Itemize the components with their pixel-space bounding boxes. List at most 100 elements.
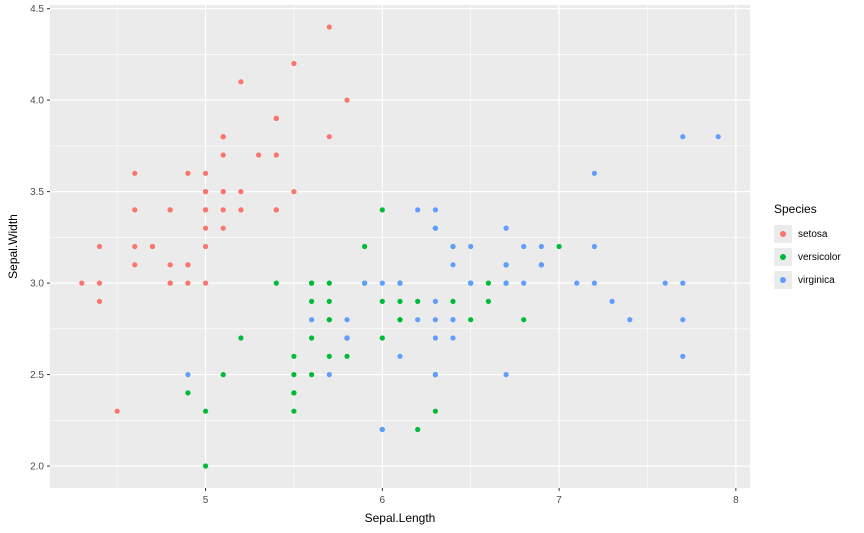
y-tick-label: 4.0 (30, 96, 44, 107)
data-point-versicolor (185, 390, 191, 396)
data-point-virginica (185, 372, 191, 378)
legend-label: versicolor (798, 251, 841, 263)
legend-key (774, 225, 792, 243)
data-point-setosa (203, 189, 209, 195)
data-point-setosa (96, 280, 103, 286)
data-point-setosa (203, 243, 209, 250)
data-point-setosa (114, 408, 120, 414)
data-point-setosa (220, 207, 226, 213)
data-point-setosa (185, 170, 191, 176)
data-point-versicolor (326, 353, 332, 359)
plot-panel (50, 5, 750, 488)
data-point-setosa (96, 298, 103, 304)
data-point-versicolor (309, 372, 315, 378)
data-point-virginica (538, 243, 545, 250)
data-point-versicolor (326, 298, 332, 304)
data-point-virginica (450, 243, 456, 250)
legend-dot-icon (780, 254, 786, 260)
legend-label: setosa (798, 228, 828, 240)
y-tick-label: 3.0 (30, 279, 44, 290)
data-point-versicolor (309, 335, 315, 341)
y-axis-title: Sepal.Width (6, 214, 20, 279)
data-point-versicolor (344, 353, 350, 359)
data-point-virginica (326, 372, 332, 378)
data-point-setosa (203, 280, 209, 286)
data-point-setosa (273, 152, 279, 158)
data-point-setosa (273, 207, 279, 213)
legend-key (774, 271, 792, 289)
data-point-virginica (680, 317, 686, 323)
data-point-versicolor (468, 317, 474, 323)
data-point-virginica (627, 317, 633, 323)
legend-label: virginica (798, 274, 835, 286)
legend-dot-icon (780, 277, 786, 283)
data-point-virginica (468, 243, 474, 250)
x-tick-label: 5 (203, 495, 209, 506)
data-point-versicolor (291, 408, 297, 414)
data-point-versicolor (485, 280, 491, 286)
data-point-versicolor (273, 280, 279, 286)
data-point-setosa (220, 152, 226, 158)
data-point-versicolor (450, 298, 456, 304)
data-point-setosa (185, 280, 191, 286)
data-point-virginica (432, 225, 438, 231)
legend-item-setosa: setosa (774, 225, 841, 243)
data-point-setosa (132, 243, 138, 250)
data-point-setosa (238, 79, 244, 85)
data-point-virginica (362, 280, 368, 286)
data-point-virginica (521, 280, 527, 286)
data-point-virginica (432, 372, 438, 378)
legend-item-virginica: virginica (774, 271, 841, 289)
data-point-virginica (344, 335, 350, 341)
data-point-versicolor (415, 426, 421, 433)
data-point-setosa (238, 207, 244, 213)
data-point-setosa (291, 189, 297, 195)
data-point-virginica (415, 207, 421, 213)
data-point-virginica (715, 134, 721, 140)
data-point-versicolor (326, 317, 332, 323)
legend-item-versicolor: versicolor (774, 248, 841, 266)
data-point-virginica (591, 243, 598, 250)
data-point-virginica (432, 317, 438, 323)
data-point-setosa (149, 243, 156, 250)
data-point-setosa (203, 170, 209, 176)
data-point-versicolor (432, 408, 438, 414)
data-point-virginica (450, 262, 456, 268)
data-point-setosa (132, 262, 138, 268)
x-tick-label: 6 (380, 495, 386, 506)
data-point-versicolor (291, 372, 297, 378)
data-point-virginica (503, 262, 509, 268)
data-point-versicolor (309, 280, 315, 286)
data-point-virginica (397, 280, 403, 286)
data-point-versicolor (415, 298, 421, 304)
data-point-setosa (326, 134, 332, 140)
data-point-versicolor (238, 335, 244, 341)
data-point-setosa (96, 243, 103, 250)
data-point-setosa (167, 207, 173, 213)
data-point-virginica (662, 280, 668, 286)
data-point-versicolor (379, 298, 385, 304)
data-point-setosa (132, 170, 138, 176)
data-point-setosa (344, 97, 350, 103)
data-point-versicolor (521, 317, 527, 323)
y-tick-label: 2.0 (30, 462, 44, 473)
axis-layer: 5 6 7 8 2.0 2.5 3.0 3.5 4.0 4.5 (30, 4, 739, 506)
data-point-setosa (220, 134, 226, 140)
data-point-setosa (273, 115, 279, 121)
data-point-versicolor (485, 298, 491, 304)
data-point-versicolor (220, 372, 226, 378)
data-point-virginica (468, 280, 474, 286)
data-point-virginica (680, 280, 686, 286)
panel-layer (50, 5, 750, 488)
data-point-virginica (591, 170, 598, 176)
data-point-virginica (450, 317, 456, 323)
data-point-virginica (574, 280, 580, 286)
data-point-versicolor (397, 317, 403, 323)
data-point-virginica (521, 243, 527, 250)
data-point-versicolor (556, 243, 562, 250)
data-point-versicolor (379, 207, 385, 213)
data-point-versicolor (326, 280, 332, 286)
data-point-virginica (379, 426, 385, 433)
